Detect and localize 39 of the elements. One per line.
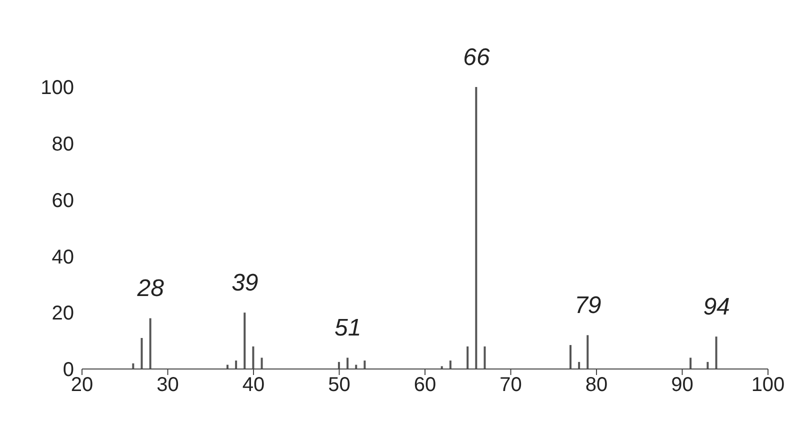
bar	[235, 360, 238, 369]
bar	[569, 345, 572, 369]
x-tick-label: 60	[414, 374, 436, 396]
annotation: 79	[574, 292, 602, 320]
annotation: 66	[463, 44, 490, 71]
bar	[706, 362, 709, 369]
annotation: 39	[232, 270, 258, 297]
annotation: 51	[334, 314, 362, 342]
x-tick-label: 40	[242, 374, 265, 396]
bar	[140, 338, 143, 369]
x-tick-label: 100	[751, 374, 785, 396]
bar	[252, 346, 254, 369]
bar	[364, 360, 366, 369]
bar	[715, 336, 718, 369]
bar	[466, 346, 469, 369]
x-tick-label: 90	[671, 374, 694, 396]
y-tick-label: 80	[52, 134, 74, 156]
annotation: 94	[703, 294, 730, 321]
bar	[484, 346, 486, 369]
bar	[346, 358, 349, 369]
x-tick-label: 70	[500, 374, 522, 396]
x-tick-label: 80	[585, 374, 608, 396]
bar	[338, 362, 340, 369]
x-tick-label: 20	[70, 374, 94, 396]
y-tick-label: 40	[52, 246, 74, 268]
bar	[690, 358, 692, 369]
bar	[586, 335, 589, 369]
bar	[475, 87, 478, 369]
y-tick-label: 60	[52, 190, 74, 212]
y-tick-label: 20	[52, 302, 74, 325]
x-tick-label: 30	[156, 374, 179, 396]
bar	[149, 318, 152, 369]
x-tick-label: 50	[328, 374, 350, 396]
annotation: 28	[136, 275, 165, 302]
bar	[578, 362, 580, 369]
bar	[260, 358, 263, 369]
bar	[449, 360, 452, 369]
y-tick-label: 100	[40, 77, 74, 100]
bar	[244, 312, 246, 369]
